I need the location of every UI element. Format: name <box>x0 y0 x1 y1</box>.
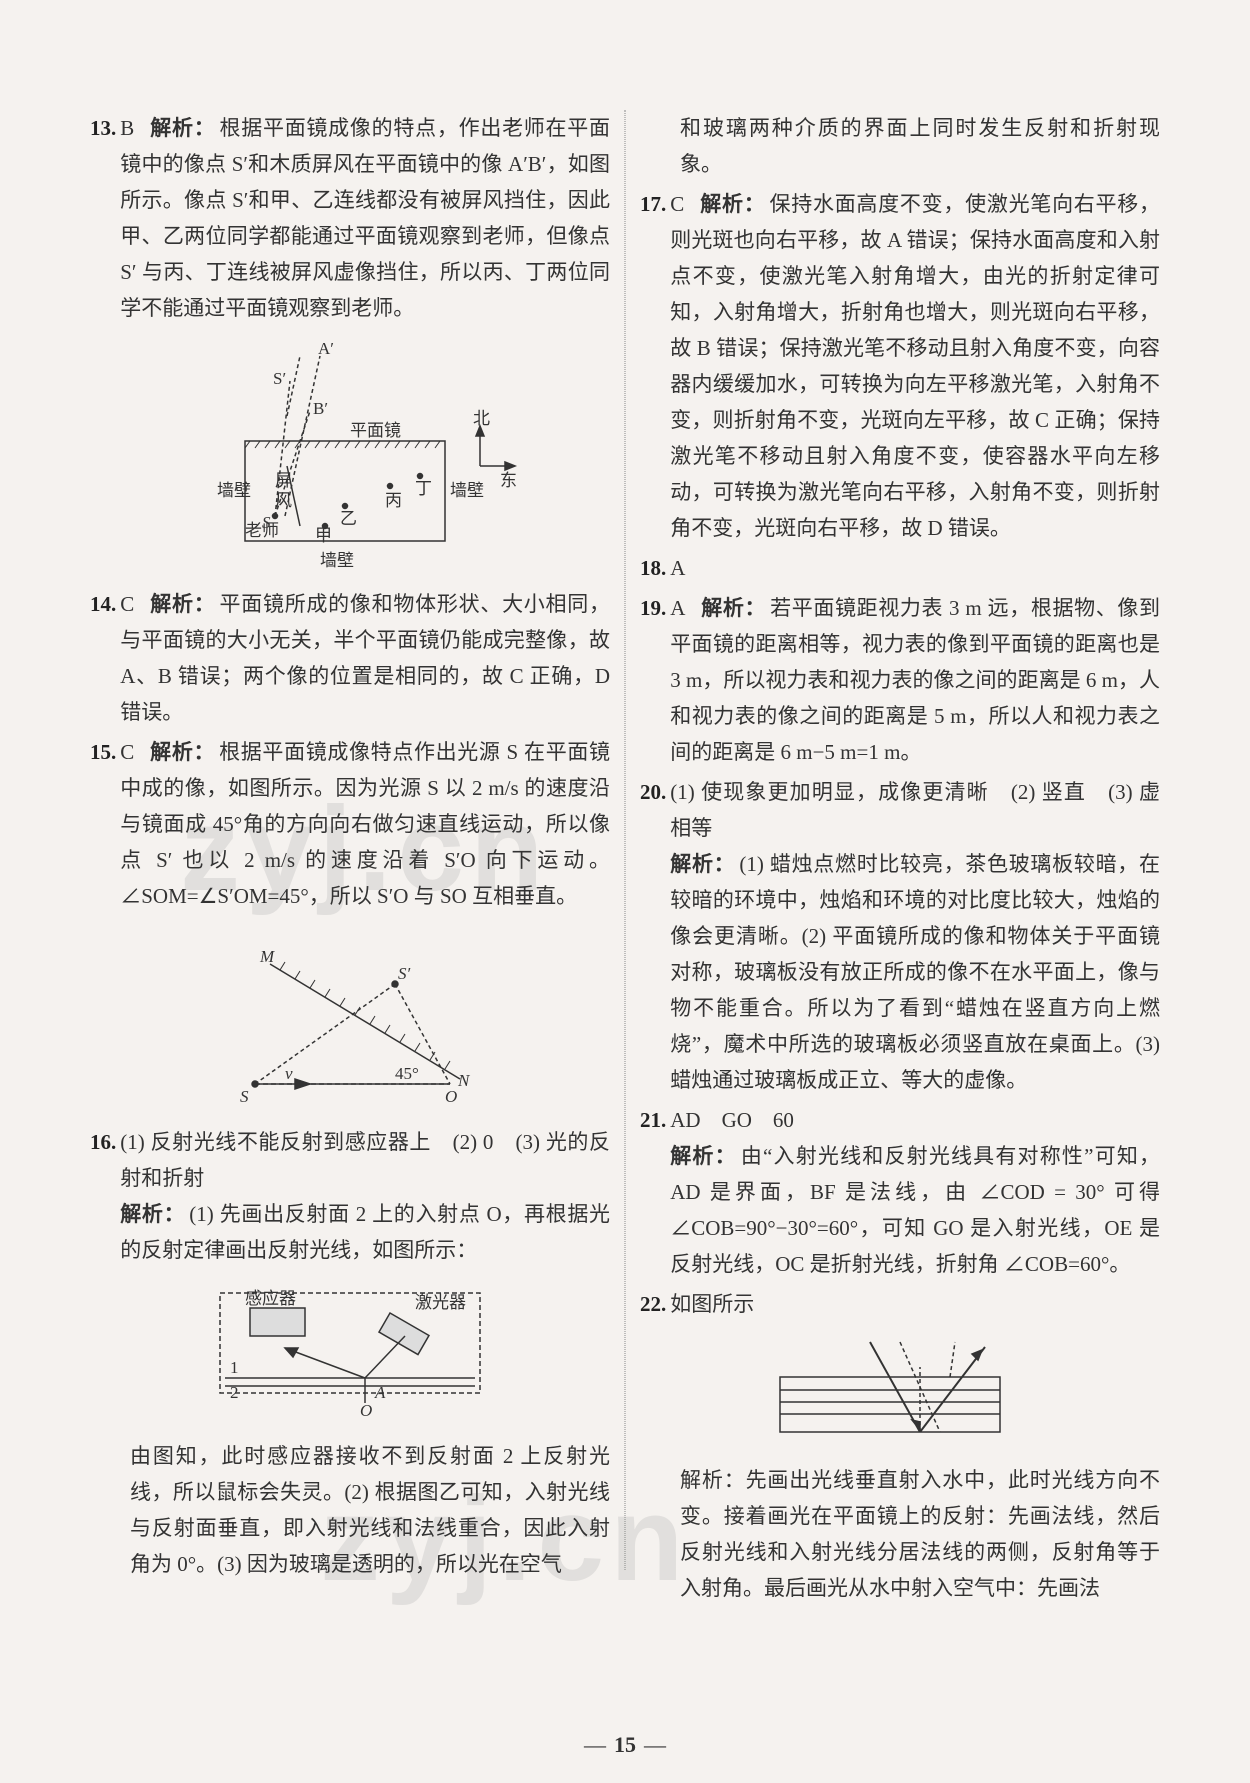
item-number: 13. <box>90 110 116 326</box>
svg-text:墙壁: 墙壁 <box>320 551 354 570</box>
svg-text:A′: A′ <box>318 339 334 358</box>
column-divider <box>625 110 626 1570</box>
answer: (1) 使现象更加明显，成像更清晰 (2) 竖直 (3) 虚 相等 <box>670 780 1181 840</box>
answer: (1) 反射光线不能反射到感应器上 (2) 0 (3) 光的反射和折射 <box>120 1130 610 1190</box>
label: 解析： <box>150 740 215 764</box>
diagram-13: A′ S′ B′ 平面镜 墙壁 墙壁 老师 屏 风 S 甲 乙 丙 丁 墙壁 北… <box>175 336 525 576</box>
svg-text:墙壁: 墙壁 <box>450 481 484 500</box>
item-number: 16. <box>90 1124 116 1268</box>
svg-text:墙壁: 墙壁 <box>217 481 251 500</box>
item-number: 20. <box>640 774 666 1098</box>
item-16-continuation: 由图知，此时感应器接收不到反射面 2 上反射光线，所以鼠标会失灵。(2) 根据图… <box>90 1438 610 1582</box>
label: 解析： <box>150 592 215 616</box>
svg-text:45°: 45° <box>395 1064 419 1083</box>
svg-text:S′: S′ <box>398 964 411 983</box>
item-body: (1) 使现象更加明显，成像更清晰 (2) 竖直 (3) 虚 相等 解析：(1)… <box>670 774 1160 1098</box>
svg-text:M: M <box>259 947 275 966</box>
label: 解析： <box>670 1144 737 1168</box>
explanation: 先画出光线垂直射入水中，此时光线方向不变。接着画光在平面镜上的反射：先画法线，然… <box>680 1468 1160 1600</box>
explanation: 保持水面高度不变，使激光笔向右平移，则光斑也向右平移，故 A 错误；保持水面高度… <box>670 192 1160 540</box>
svg-text:A: A <box>374 1383 386 1402</box>
item-number: 17. <box>640 186 666 546</box>
label: 解析： <box>700 192 765 216</box>
right-column: 和玻璃两种介质的界面上同时发生反射和折射现象。 17. C 解析：保持水面高度不… <box>640 110 1160 1610</box>
diagram-22 <box>760 1332 1020 1452</box>
svg-text:激光器: 激光器 <box>415 1293 466 1312</box>
item-body: C 解析：保持水面高度不变，使激光笔向右平移，则光斑也向右平移，故 A 错误；保… <box>670 186 1160 546</box>
item-number: 19. <box>640 590 666 770</box>
svg-text:平面镜: 平面镜 <box>350 421 401 440</box>
item-16-continuation-right: 和玻璃两种介质的界面上同时发生反射和折射现象。 <box>640 110 1160 182</box>
svg-text:S: S <box>262 513 271 532</box>
item-18: 18. A <box>640 550 1160 586</box>
answer: A <box>670 596 685 620</box>
item-19: 19. A 解析：若平面镜距视力表 3 m 远，根据物、像到平面镜的距离相等，视… <box>640 590 1160 770</box>
item-body: 如图所示 <box>670 1286 1160 1322</box>
item-16: 16. (1) 反射光线不能反射到感应器上 (2) 0 (3) 光的反射和折射 … <box>90 1124 610 1268</box>
svg-text:S: S <box>240 1087 249 1106</box>
explanation: 根据平面镜成像特点作出光源 S 在平面镜中成的像，如图所示。因为光源 S 以 2… <box>120 740 610 908</box>
answer: C <box>670 192 684 216</box>
label: 解析： <box>701 596 766 620</box>
left-column: 13. B 解析：根据平面镜成像的特点，作出老师在平面镜中的像点 S′和木质屏风… <box>90 110 610 1610</box>
svg-text:S′: S′ <box>273 369 286 388</box>
item-20: 20. (1) 使现象更加明显，成像更清晰 (2) 竖直 (3) 虚 相等 解析… <box>640 774 1160 1098</box>
page-content: 13. B 解析：根据平面镜成像的特点，作出老师在平面镜中的像点 S′和木质屏风… <box>90 110 1160 1610</box>
item-15: 15. C 解析：根据平面镜成像特点作出光源 S 在平面镜中成的像，如图所示。因… <box>90 734 610 914</box>
item-body: (1) 反射光线不能反射到感应器上 (2) 0 (3) 光的反射和折射 解析：(… <box>120 1124 610 1268</box>
item-17: 17. C 解析：保持水面高度不变，使激光笔向右平移，则光斑也向右平移，故 A … <box>640 186 1160 546</box>
item-22: 22. 如图所示 <box>640 1286 1160 1322</box>
item-number: 22. <box>640 1286 666 1322</box>
svg-text:丁: 丁 <box>415 479 432 498</box>
explanation: (1) 蜡烛点燃时比较亮，茶色玻璃板较暗，在较暗的环境中，烛焰和环境的对比度比较… <box>670 852 1160 1092</box>
item-number: 14. <box>90 586 116 730</box>
item-14: 14. C 解析：平面镜所成的像和物体形状、大小相同，与平面镜的大小无关，半个平… <box>90 586 610 730</box>
answer: B <box>120 116 134 140</box>
item-body: A 解析：若平面镜距视力表 3 m 远，根据物、像到平面镜的距离相等，视力表的像… <box>670 590 1160 770</box>
item-22-explanation: 解析：先画出光线垂直射入水中，此时光线方向不变。接着画光在平面镜上的反射：先画法… <box>640 1462 1160 1606</box>
svg-text:O: O <box>445 1087 457 1106</box>
explanation: 根据平面镜成像的特点，作出老师在平面镜中的像点 S′和木质屏风在平面镜中的像 A… <box>120 116 610 320</box>
item-21: 21. AD GO 60 解析：由“入射光线和反射光线具有对称性”可知，AD 是… <box>640 1102 1160 1282</box>
item-body: C 解析：平面镜所成的像和物体形状、大小相同，与平面镜的大小无关，半个平面镜仍能… <box>120 586 610 730</box>
svg-text:O: O <box>360 1401 372 1420</box>
diagram-15: S S′ M N O v 45° <box>200 924 500 1114</box>
svg-text:v: v <box>285 1064 293 1083</box>
svg-text:N: N <box>457 1071 471 1090</box>
item-body: B 解析：根据平面镜成像的特点，作出老师在平面镜中的像点 S′和木质屏风在平面镜… <box>120 110 610 326</box>
svg-text:屏: 屏 <box>275 471 292 490</box>
svg-text:乙: 乙 <box>340 509 357 528</box>
item-body: AD GO 60 解析：由“入射光线和反射光线具有对称性”可知，AD 是界面，B… <box>670 1102 1160 1282</box>
explanation: (1) 先画出反射面 2 上的入射点 O，再根据光的反射定律画出反射光线，如图所… <box>120 1202 610 1262</box>
svg-text:风: 风 <box>275 491 292 510</box>
item-body: A <box>670 550 1160 586</box>
svg-text:丙: 丙 <box>385 491 402 510</box>
explanation: 若平面镜距视力表 3 m 远，根据物、像到平面镜的距离相等，视力表的像到平面镜的… <box>670 596 1160 764</box>
answer: 如图所示 <box>670 1292 754 1316</box>
item-body: C 解析：根据平面镜成像特点作出光源 S 在平面镜中成的像，如图所示。因为光源 … <box>120 734 610 914</box>
item-number: 21. <box>640 1102 666 1282</box>
diagram-16: 感应器 激光器 O 1 2 A <box>190 1278 510 1428</box>
svg-text:甲: 甲 <box>315 526 332 545</box>
label: 解析： <box>680 1468 746 1492</box>
answer: C <box>120 592 134 616</box>
item-number: 18. <box>640 550 666 586</box>
answer: A <box>670 556 685 580</box>
svg-text:B′: B′ <box>313 399 328 418</box>
answer: C <box>120 740 134 764</box>
svg-text:1: 1 <box>230 1358 239 1377</box>
label: 解析： <box>120 1202 185 1226</box>
label: 解析： <box>150 116 215 140</box>
explanation: 由“入射光线和反射光线具有对称性”可知，AD 是界面，BF 是法线，由 ∠COD… <box>670 1144 1160 1276</box>
label: 解析： <box>670 852 735 876</box>
page-number: 15 <box>576 1732 674 1758</box>
item-number: 15. <box>90 734 116 914</box>
svg-text:北: 北 <box>473 409 490 428</box>
svg-text:东: 东 <box>500 471 517 490</box>
answer: AD GO 60 <box>670 1108 794 1132</box>
item-13: 13. B 解析：根据平面镜成像的特点，作出老师在平面镜中的像点 S′和木质屏风… <box>90 110 610 326</box>
svg-text:感应器: 感应器 <box>245 1289 296 1308</box>
svg-text:2: 2 <box>230 1383 239 1402</box>
